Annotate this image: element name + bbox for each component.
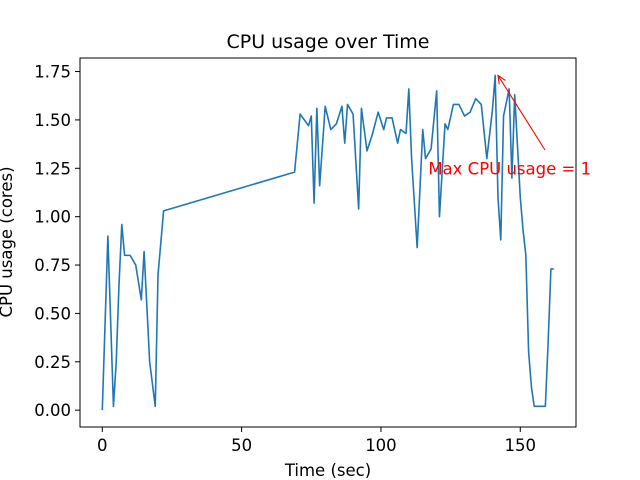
x-tick-label: 100	[365, 436, 397, 455]
y-tick-label: 1.50	[34, 111, 71, 130]
y-axis-label: CPU usage (cores)	[0, 166, 16, 317]
y-tick-label: 1.25	[34, 159, 71, 178]
x-tick-label: 0	[97, 436, 108, 455]
chart-title: CPU usage over Time	[227, 31, 430, 53]
series-line-0	[101, 74, 554, 411]
plot-area: Max CPU usage = 1 0 50 100 150 0.00 0.25 0.50 0.…	[34, 57, 591, 455]
x-axis-label: Time (sec)	[284, 461, 371, 480]
y-tick-label: 1.00	[34, 208, 71, 227]
y-tick-label: 1.75	[34, 63, 71, 82]
annotation-text: Max CPU usage = 1	[428, 159, 591, 178]
annotation-arrow-line	[497, 75, 546, 151]
y-tick-label: 0.00	[34, 401, 71, 420]
annotation-arrow-head	[497, 74, 506, 85]
y-tick-label: 0.25	[34, 353, 71, 372]
x-tick-label: 150	[505, 436, 537, 455]
y-tick-label: 0.75	[34, 256, 71, 275]
x-tick-label: 50	[231, 436, 252, 455]
y-tick-label: 0.50	[34, 304, 71, 323]
axes-frame	[79, 57, 577, 428]
